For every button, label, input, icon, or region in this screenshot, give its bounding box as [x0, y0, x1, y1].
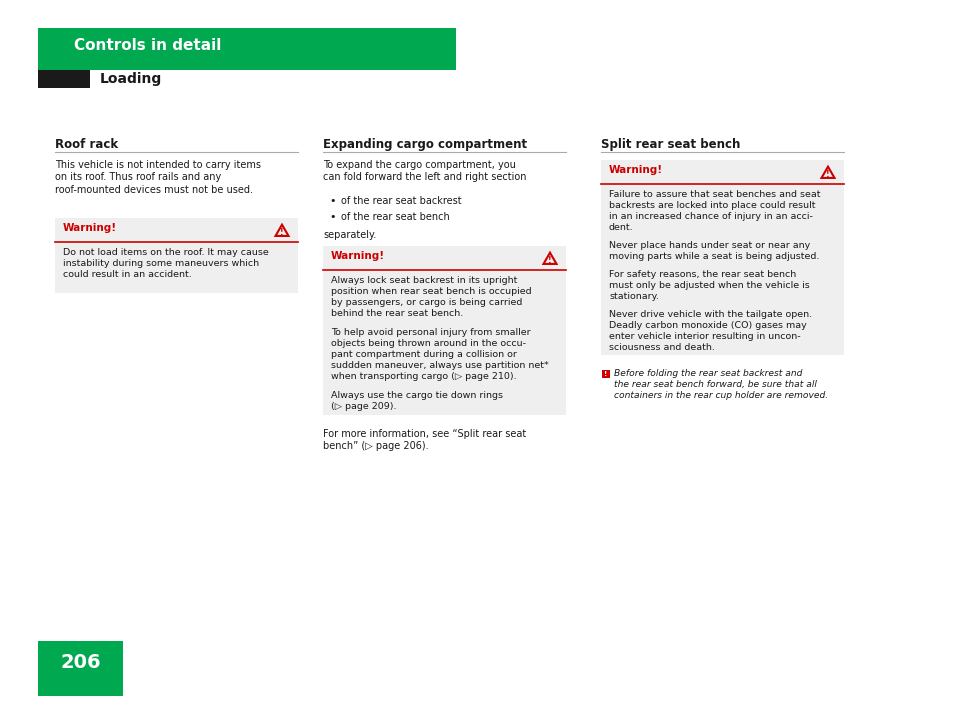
FancyBboxPatch shape	[323, 246, 565, 415]
Text: Warning!: Warning!	[608, 165, 662, 175]
Text: Expanding cargo compartment: Expanding cargo compartment	[323, 138, 527, 151]
Text: Do not load items on the roof. It may cause
instability during some maneuvers wh: Do not load items on the roof. It may ca…	[63, 248, 269, 279]
FancyBboxPatch shape	[38, 28, 456, 70]
FancyBboxPatch shape	[600, 160, 843, 355]
Text: Failure to assure that seat benches and seat
backrests are locked into place cou: Failure to assure that seat benches and …	[608, 190, 820, 232]
Text: Warning!: Warning!	[63, 223, 117, 233]
Text: Split rear seat bench: Split rear seat bench	[600, 138, 740, 151]
FancyBboxPatch shape	[38, 70, 90, 88]
Text: Loading: Loading	[100, 72, 162, 86]
FancyBboxPatch shape	[55, 218, 297, 293]
Text: Always lock seat backrest in its upright
position when rear seat bench is occupi: Always lock seat backrest in its upright…	[331, 276, 531, 319]
Text: This vehicle is not intended to carry items
on its roof. Thus roof rails and any: This vehicle is not intended to carry it…	[55, 160, 261, 195]
Text: 206: 206	[60, 653, 101, 672]
Text: To expand the cargo compartment, you
can fold forward the left and right section: To expand the cargo compartment, you can…	[323, 160, 526, 183]
Text: Always use the cargo tie down rings
(▷ page 209).: Always use the cargo tie down rings (▷ p…	[331, 391, 502, 411]
Text: Roof rack: Roof rack	[55, 138, 118, 151]
Text: !: !	[825, 170, 829, 179]
Text: Never place hands under seat or near any
moving parts while a seat is being adju: Never place hands under seat or near any…	[608, 241, 819, 261]
Text: !: !	[548, 256, 551, 265]
Text: separately.: separately.	[323, 230, 376, 240]
Text: of the rear seat backrest: of the rear seat backrest	[340, 196, 461, 206]
Text: To help avoid personal injury from smaller
objects being thrown around in the oc: To help avoid personal injury from small…	[331, 328, 548, 382]
Text: •: •	[329, 196, 335, 206]
FancyBboxPatch shape	[601, 370, 609, 378]
Text: Before folding the rear seat backrest and
the rear seat bench forward, be sure t: Before folding the rear seat backrest an…	[614, 369, 827, 400]
Text: !: !	[280, 228, 283, 237]
Text: of the rear seat bench: of the rear seat bench	[340, 212, 449, 222]
Text: Warning!: Warning!	[331, 251, 385, 261]
Text: Controls in detail: Controls in detail	[74, 38, 221, 53]
Text: For more information, see “Split rear seat
bench” (▷ page 206).: For more information, see “Split rear se…	[323, 429, 526, 451]
Text: !: !	[604, 371, 607, 377]
Text: •: •	[329, 212, 335, 222]
Text: For safety reasons, the rear seat bench
must only be adjusted when the vehicle i: For safety reasons, the rear seat bench …	[608, 270, 809, 301]
FancyBboxPatch shape	[38, 641, 123, 696]
Text: Never drive vehicle with the tailgate open.
Deadly carbon monoxide (CO) gases ma: Never drive vehicle with the tailgate op…	[608, 310, 811, 352]
